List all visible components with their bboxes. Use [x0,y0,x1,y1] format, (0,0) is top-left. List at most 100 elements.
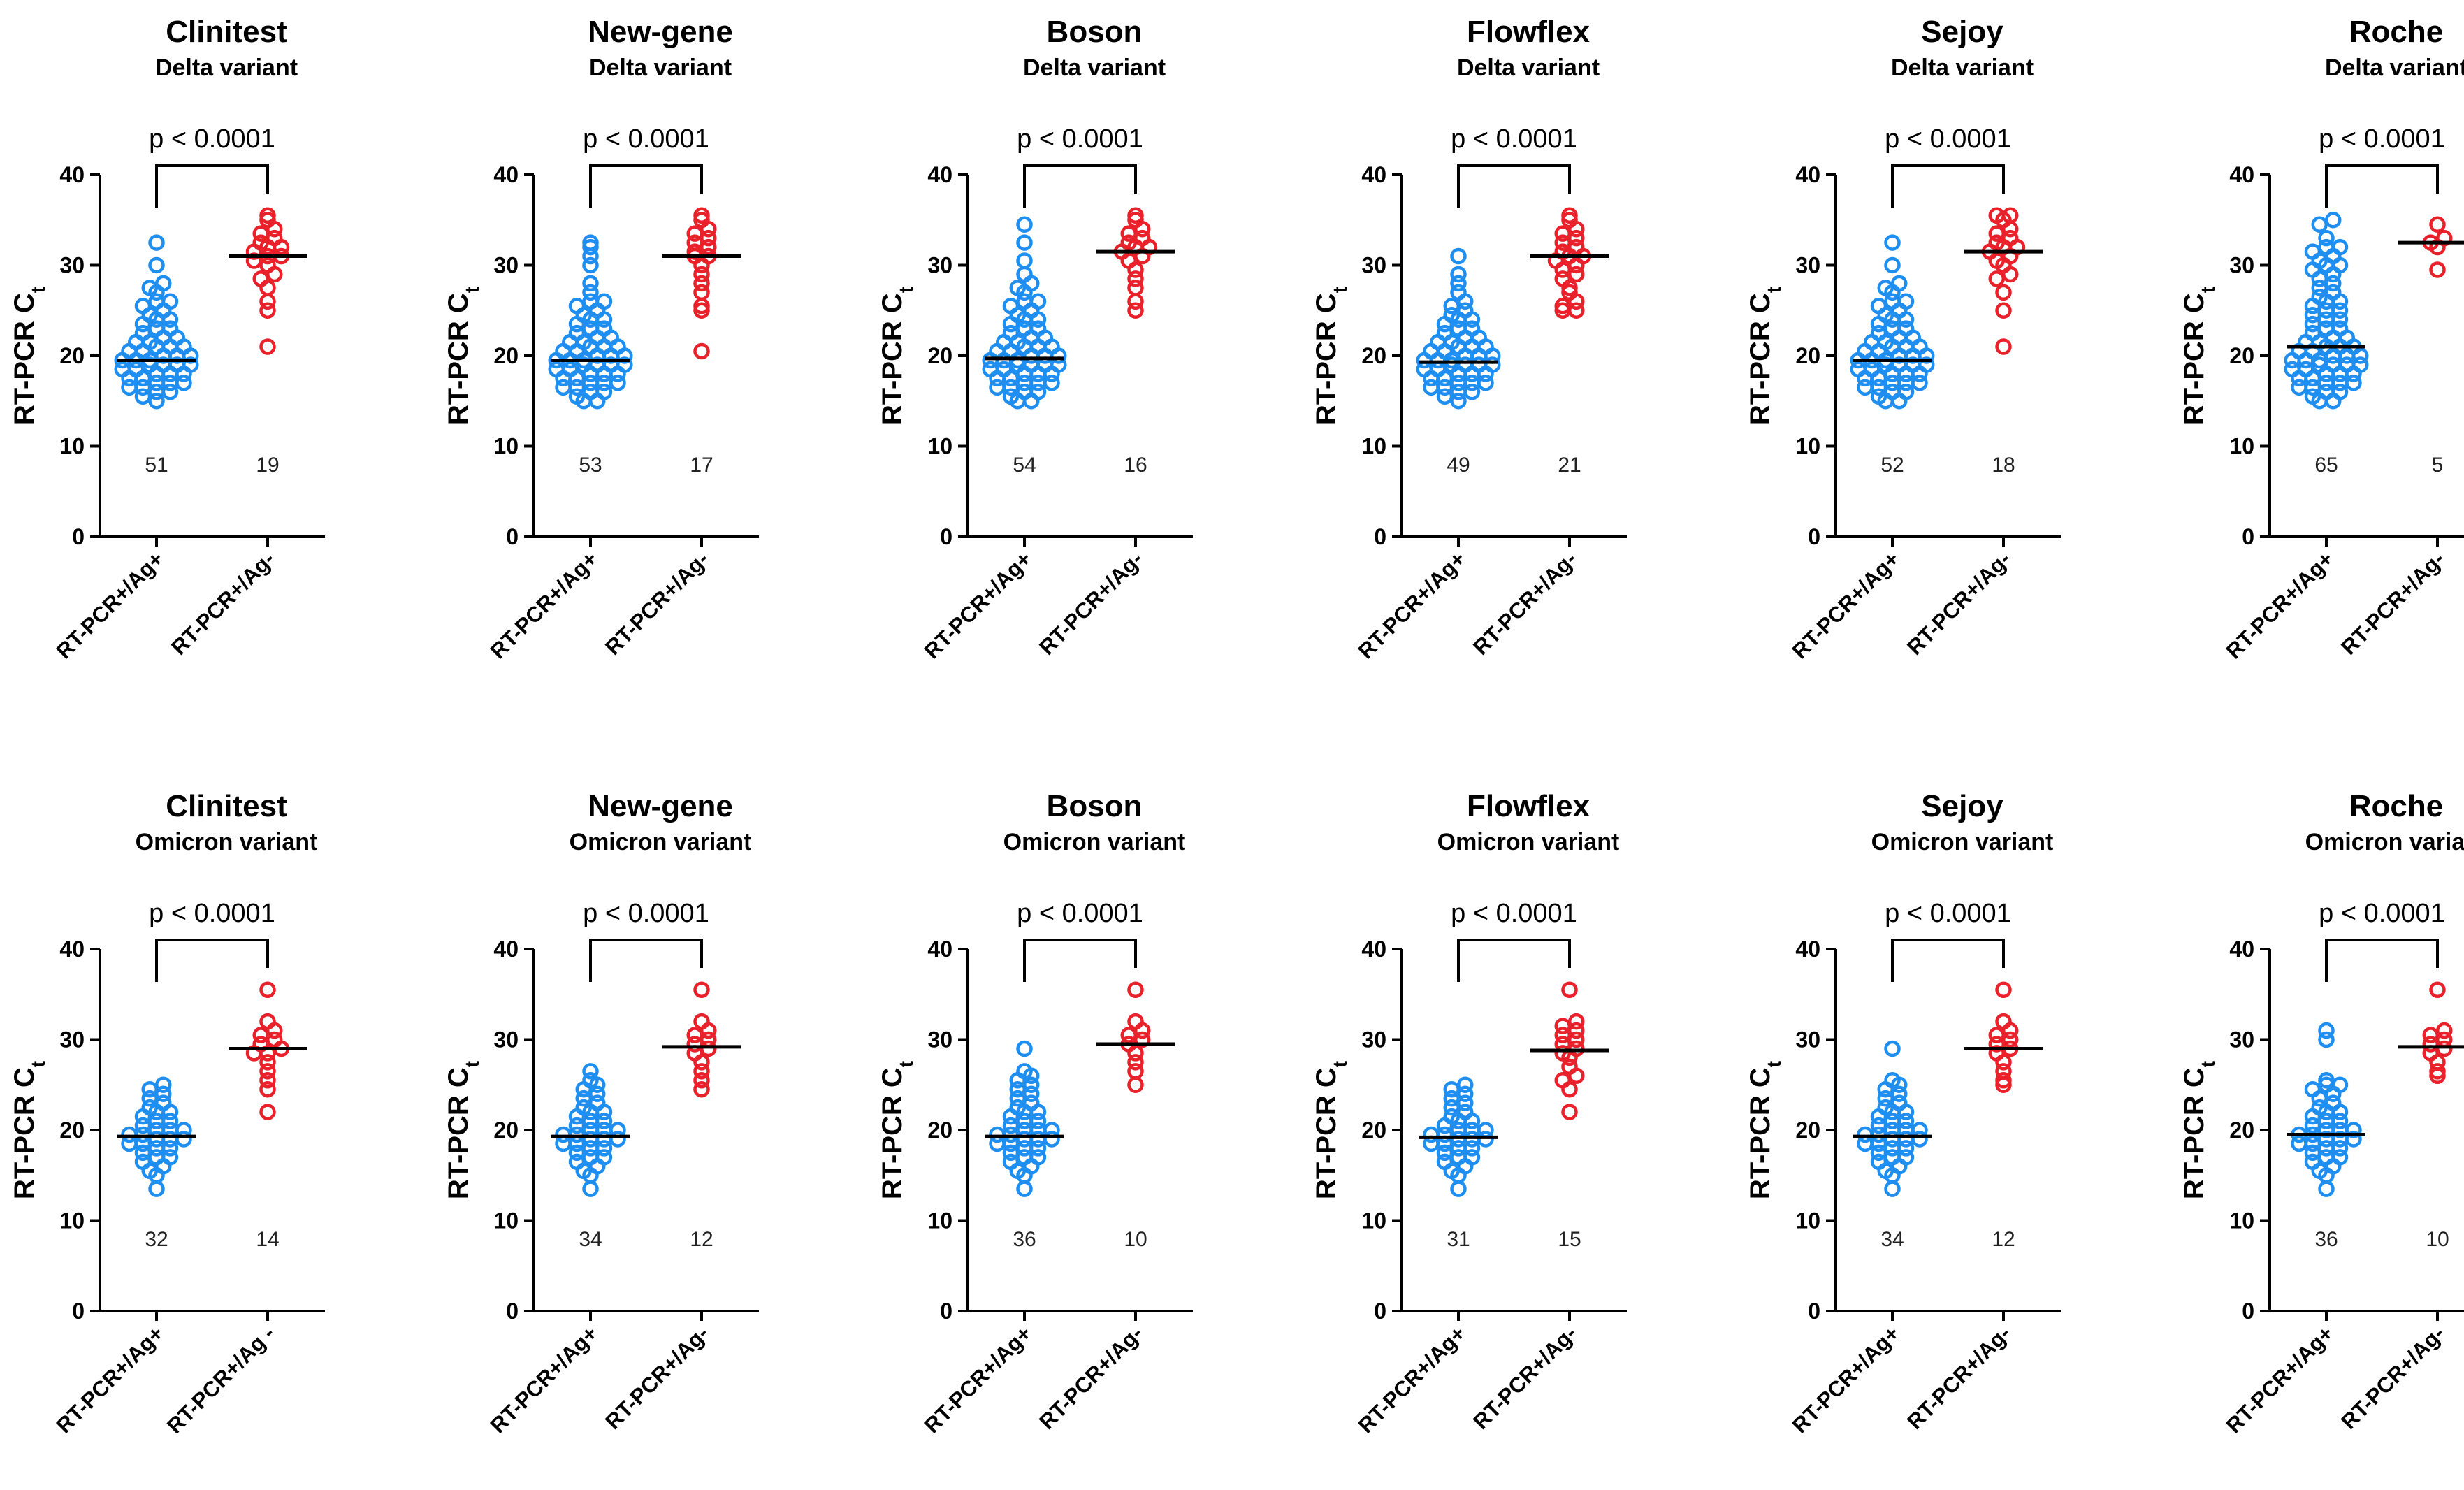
data-point [582,284,599,301]
group-count: 19 [256,454,279,477]
data-point [2002,1031,2019,1048]
data-point [568,324,586,342]
significance-bracket [155,939,269,982]
data-point [693,284,710,301]
data-point [252,1036,269,1053]
data-point [1436,388,1454,405]
data-point [1002,324,1020,342]
y-tick-label: 30 [2229,253,2254,278]
data-point [1857,1126,1874,1143]
data-point [1457,1104,1474,1120]
data-point [1016,216,1033,233]
y-tick-label: 0 [940,524,952,549]
data-point [693,275,710,292]
data-point [1561,981,1578,999]
data-point [1884,256,1901,274]
panel-title: Flowflex [1467,789,1590,823]
data-point [259,256,276,274]
y-tick-label: 10 [59,434,85,459]
data-point [2331,1149,2349,1166]
data-point [1554,270,1571,287]
panel-title: Flowflex [1467,15,1590,49]
group-count: 21 [1558,454,1581,477]
data-point [1023,1094,1040,1111]
data-point [1870,1153,1887,1171]
data-point [582,1063,599,1080]
data-point [1897,320,1915,337]
data-point [2325,275,2342,292]
y-tick-label: 40 [493,162,519,187]
panel-title: Sejoy [1921,789,2003,823]
data-point [134,1153,152,1171]
data-point [568,1153,586,1171]
data-point [1127,1054,1144,1071]
data-point [1870,324,1887,342]
data-point [134,324,152,342]
x-tick-label: RT-PCR+/Ag- [1902,547,2015,660]
significance-bracket [1891,939,2005,982]
data-point [1127,270,1144,287]
data-point [2304,1144,2321,1162]
x-tick-label: RT-PCR+/Ag+ [1788,547,1904,663]
data-point [1561,1104,1578,1120]
data-point [1127,1063,1144,1080]
data-point [582,234,599,251]
data-point [252,1027,269,1043]
data-point [2331,320,2349,337]
y-axis-label: RT-PCR Ct [443,1061,483,1199]
y-tick-label: 10 [1795,1208,1820,1234]
y-tick-label: 40 [59,936,85,962]
group-count: 34 [1880,1228,1904,1251]
y-tick-label: 20 [2229,343,2254,368]
data-point [134,1126,152,1143]
panel-title: New-gene [588,789,733,823]
panel-title: Boson [1047,789,1143,823]
data-point [686,225,703,242]
y-tick-label: 40 [927,162,952,187]
y-axis-label: RT-PCR Ct [2179,1061,2219,1199]
y-tick-label: 0 [940,1299,952,1324]
data-point [595,1149,613,1166]
y-axis-label: RT-PCR Ct [1745,1061,1785,1199]
group-count: 32 [145,1228,168,1251]
data-point [2345,375,2362,391]
data-point [2304,1153,2321,1171]
data-point [1568,1013,1585,1030]
data-point [252,234,269,251]
data-point [2429,981,2446,999]
data-point [1029,293,1047,310]
data-point [1877,280,1894,296]
data-point [693,1013,710,1030]
data-point [1457,1076,1474,1093]
group-count: 65 [2314,454,2338,477]
data-point [1009,280,1026,296]
data-point [1029,384,1047,400]
data-point [161,1149,179,1166]
data-point [1009,1099,1026,1116]
y-tick-label: 20 [1361,1118,1386,1143]
data-point [1877,1099,1894,1116]
data-point [1002,298,1020,314]
data-point [2331,311,2349,328]
y-tick-label: 0 [506,1299,519,1324]
data-point [2331,384,2349,400]
x-tick-label: RT-PCR+/Ag+ [486,1321,602,1438]
data-point [1443,1090,1460,1107]
y-tick-label: 30 [59,253,85,278]
y-axis-label: RT-PCR Ct [1311,1061,1351,1199]
data-point [1127,1013,1144,1030]
data-point [1457,1094,1474,1111]
data-point [589,1085,606,1102]
data-point [1443,306,1460,324]
data-point [175,1131,192,1148]
data-point [141,280,158,296]
y-tick-label: 30 [1795,1027,1820,1053]
data-point [1884,1072,1901,1089]
data-point [161,320,179,337]
data-point [2318,1031,2335,1048]
panel-title: Roche [2349,15,2443,49]
y-tick-label: 40 [2229,162,2254,187]
data-point [1554,298,1571,314]
significance-bracket [589,939,703,982]
data-point [2318,1072,2335,1089]
